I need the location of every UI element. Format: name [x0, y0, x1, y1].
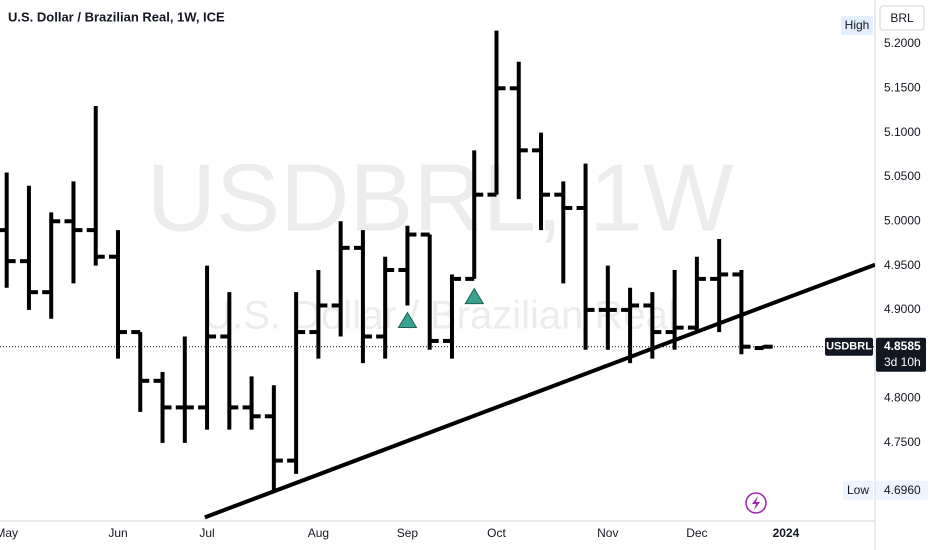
high-box: [841, 16, 873, 35]
signal-marker: [397, 311, 418, 329]
symbol-box: [825, 337, 873, 356]
x-tick-label: Jun: [108, 526, 127, 540]
countdown-label: 3d 10h: [884, 355, 921, 369]
high-label: High: [845, 18, 870, 32]
trendline: [204, 262, 875, 520]
y-tick-label: 4.8000: [884, 391, 921, 405]
watermark: USDBRL, 1W: [147, 144, 734, 251]
x-tick-label: Oct: [487, 526, 506, 540]
low-box: [843, 480, 873, 500]
currency-box[interactable]: [879, 5, 925, 31]
y-tick-label: 5.0500: [884, 169, 921, 183]
x-tick-label: May: [0, 526, 18, 540]
alert-icon[interactable]: [745, 492, 767, 514]
y-tick-label: 5.2000: [884, 36, 921, 50]
low-price-label: 4.6960: [884, 483, 921, 497]
last-price-label: 4.8585: [884, 339, 921, 353]
x-tick-label: 2024: [773, 526, 800, 540]
y-tick-label: 5.1000: [884, 125, 921, 139]
x-tick-label: Nov: [597, 526, 618, 540]
low-label: Low: [847, 483, 869, 497]
plot-area: [0, 30, 875, 520]
watermark-subtitle: U.S. Dollar / Brazilian Real: [203, 294, 677, 338]
x-tick-label: Jul: [199, 526, 214, 540]
y-tick-label: 4.9500: [884, 258, 921, 272]
x-tick-label: Aug: [308, 526, 329, 540]
y-tick-label: 5.1500: [884, 80, 921, 94]
y-tick-label: 5.0000: [884, 213, 921, 227]
chart-title: U.S. Dollar / Brazilian Real, 1W, ICE: [8, 9, 225, 24]
x-tick-label: Dec: [686, 526, 707, 540]
x-tick-label: Sep: [397, 526, 419, 540]
last-price-box: [876, 337, 926, 372]
signal-marker: [464, 287, 485, 305]
y-tick-label: 4.9000: [884, 302, 921, 316]
symbol-label: USDBRL: [826, 341, 872, 353]
currency-label: BRL: [890, 11, 914, 25]
low-price-box: [876, 480, 928, 500]
y-tick-label: 4.7500: [884, 435, 921, 449]
